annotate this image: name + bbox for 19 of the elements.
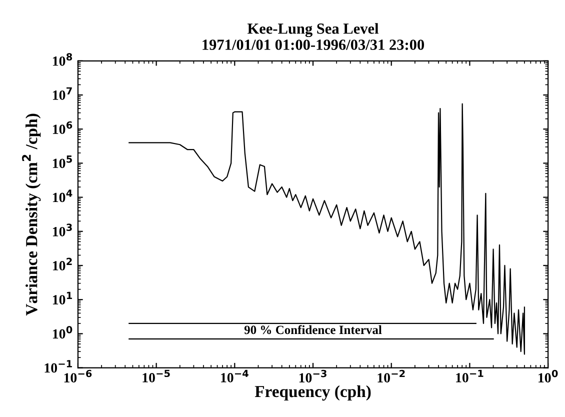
x-tick-label: 10$^{−1}$ — [456, 370, 484, 382]
x-axis-title: Frequency (cph) — [254, 385, 371, 401]
y-tick-label: 10$^{4}$ — [52, 190, 72, 202]
x-tick-label: 10$^{−4}$ — [221, 370, 248, 382]
x-tick-label: 10$^{−5}$ — [142, 370, 170, 382]
y-tick-label: 10$^{1}$ — [52, 292, 72, 304]
y-tick-label: 10$^{5}$ — [52, 156, 72, 168]
x-tick-label: 10$^{−2}$ — [378, 370, 405, 383]
y-tick-label: 10$^{8}$ — [52, 53, 72, 66]
annotation: 90 % Confidence Interval — [244, 325, 382, 334]
x-tick-label: 10$^{0}$ — [538, 370, 558, 383]
y-tick-label: 10$^{0}$ — [52, 326, 72, 339]
x-tick-label: 10$^{−3}$ — [299, 370, 326, 383]
y-axis-title: Variance Density (cm$^{2}$ /cph) — [22, 114, 41, 316]
y-tick-label: 10$^{2}$ — [52, 258, 72, 270]
y-tick-label: 10$^{3}$ — [52, 224, 72, 236]
chart-title: Kee-Lung Sea Level 1971/01/01 01:00-1996/03/31 23:00 — [202, 23, 424, 50]
y-tick-label: 10$^{7}$ — [52, 87, 72, 100]
y-tick-label: 10$^{6}$ — [52, 121, 72, 134]
